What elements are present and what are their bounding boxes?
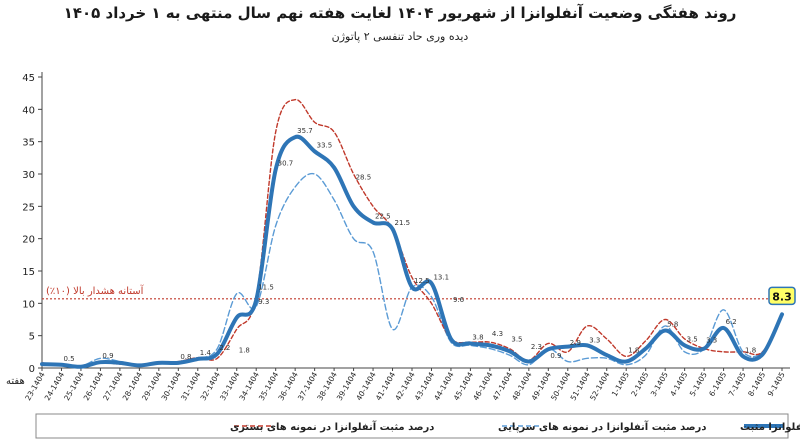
data-label: 2.2 [219,344,230,352]
threshold-label: آستانه هشدار بالا (۱۰٪) [46,284,145,297]
data-label: 3.8 [472,333,483,341]
data-label: 13.1 [433,273,449,281]
x-tick-label: 4-1405 [668,370,689,398]
x-tick-label: 9-1405 [766,370,787,398]
series-line-3 [40,134,784,369]
x-axis-label: هفته [6,376,25,387]
x-tick-label: 7-1405 [727,370,748,398]
data-label: 2.9 [570,339,581,347]
data-label: 0.9 [550,352,561,360]
data-label: 1.8 [239,346,250,354]
y-tick-label: 10 [22,299,35,310]
x-tick-label: 5-1405 [688,370,709,398]
data-label: 0.8 [180,353,191,361]
y-tick-label: 15 [22,267,35,278]
series-layer [40,98,784,369]
data-label: 0.5 [63,355,74,363]
y-tick-label: 45 [22,73,35,84]
x-tick-label: 8-1405 [746,370,767,398]
data-label: 6.2 [726,318,737,326]
data-label: 9.3 [258,298,269,306]
data-label: 3.5 [687,335,698,343]
legend: میانگین آنفلوانزا مثبت درصد مثبت آنفلوانز… [35,413,800,439]
y-tick-label: 25 [22,202,35,213]
y-tick-label: 20 [22,235,35,246]
legend-label-3: میانگین آنفلوانزا مثبت [740,420,800,433]
x-tick-label: 6-1405 [707,370,728,398]
data-label: 21.5 [395,219,411,227]
legend-label-2: درصد مثبت آنفلوانزا در نمونه های سرپایی [498,420,706,433]
y-tick-label: 35 [22,138,35,149]
y-tick-label: 5 [29,332,35,343]
data-label: 1.8 [628,346,639,354]
y-tick-label: 0 [29,364,35,375]
y-tick-label: 30 [22,170,35,181]
y-tick-label: 40 [22,105,35,116]
x-tick-label: 3-1405 [649,370,670,398]
data-label: 3.5 [511,335,522,343]
data-label: 11.5 [258,284,274,292]
data-label: 4.3 [492,330,503,338]
data-label: 0.9 [102,352,113,360]
data-label: 9.6 [453,296,465,304]
chart-title: روند هفتگی وضعیت آنفلوانزا از شهریور ۱۴۰… [63,4,737,22]
data-label: 8.3 [772,290,792,303]
data-label: 12.5 [414,277,430,285]
data-label: 5.8 [667,320,678,328]
data-label: 1.4 [200,349,212,357]
data-label: 35.7 [297,127,313,135]
x-tick-label: 2-1405 [629,370,650,398]
highlight-label-box [768,286,796,306]
data-label: 3.3 [589,337,600,345]
data-label: 3.3 [706,337,717,345]
legend-box [35,413,789,439]
threshold-layer: آستانه هشدار بالا (۱۰٪) [42,284,790,300]
data-label: 2.3 [531,343,542,351]
data-label: 30.7 [278,159,294,167]
data-labels-layer: 0.5 0.9 0.8 1.4 2.2 1.8 9.3 11.5 30.7 35.7 33.5 28.… [63,127,796,363]
chart-subtitle: دیده وری حاد تنفسی ۲ پاتوژن [331,30,469,43]
x-tick-label: 1-1405 [610,370,631,398]
series-line-2 [41,172,783,368]
legend-label-1: درصد مثبت آنفلوانزا در نمونه های بستری [230,420,434,433]
data-label: 1.8 [745,346,756,354]
data-label: 33.5 [317,141,333,149]
data-label: 28.5 [356,174,372,182]
data-label: 22.5 [375,213,391,221]
